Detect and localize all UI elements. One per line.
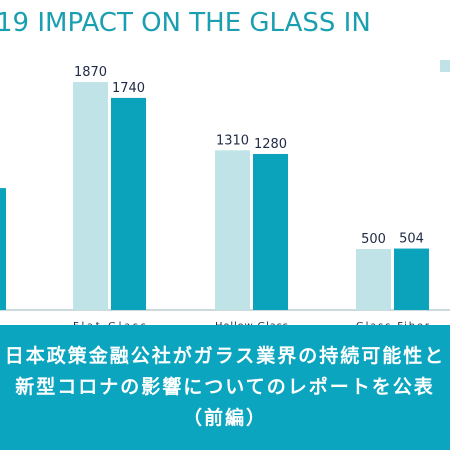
bar-0-1 — [111, 97, 146, 310]
value-label-0-0: 1870 — [74, 65, 107, 80]
headline-line-3: （前編） — [182, 407, 267, 429]
bar-1-0 — [215, 150, 250, 310]
bar-1-1 — [253, 153, 288, 310]
chart-title: 19 IMPACT ON THE GLASS IN — [0, 8, 371, 38]
bar-2-1 — [394, 248, 429, 310]
value-label-1-1: 1280 — [254, 137, 287, 152]
legend-swatch — [440, 60, 450, 72]
bar-2-0 — [356, 249, 391, 310]
value-label-0-1: 1740 — [112, 81, 145, 96]
headline-banner: 日本政策金融公社がガラス業界の持続可能性と 新型コロナの影響についてのレポートを… — [0, 325, 450, 450]
partial-bar-left — [0, 188, 6, 310]
value-label-1-0: 1310 — [216, 133, 249, 148]
value-label-2-1: 504 — [399, 232, 424, 247]
bar-0-0 — [73, 82, 108, 310]
value-label-2-0: 500 — [361, 232, 386, 247]
headline-line-2: 新型コロナの影響についてのレポートを公表 — [15, 376, 435, 398]
headline-line-1: 日本政策金融公社がガラス業界の持続可能性と — [4, 345, 446, 367]
